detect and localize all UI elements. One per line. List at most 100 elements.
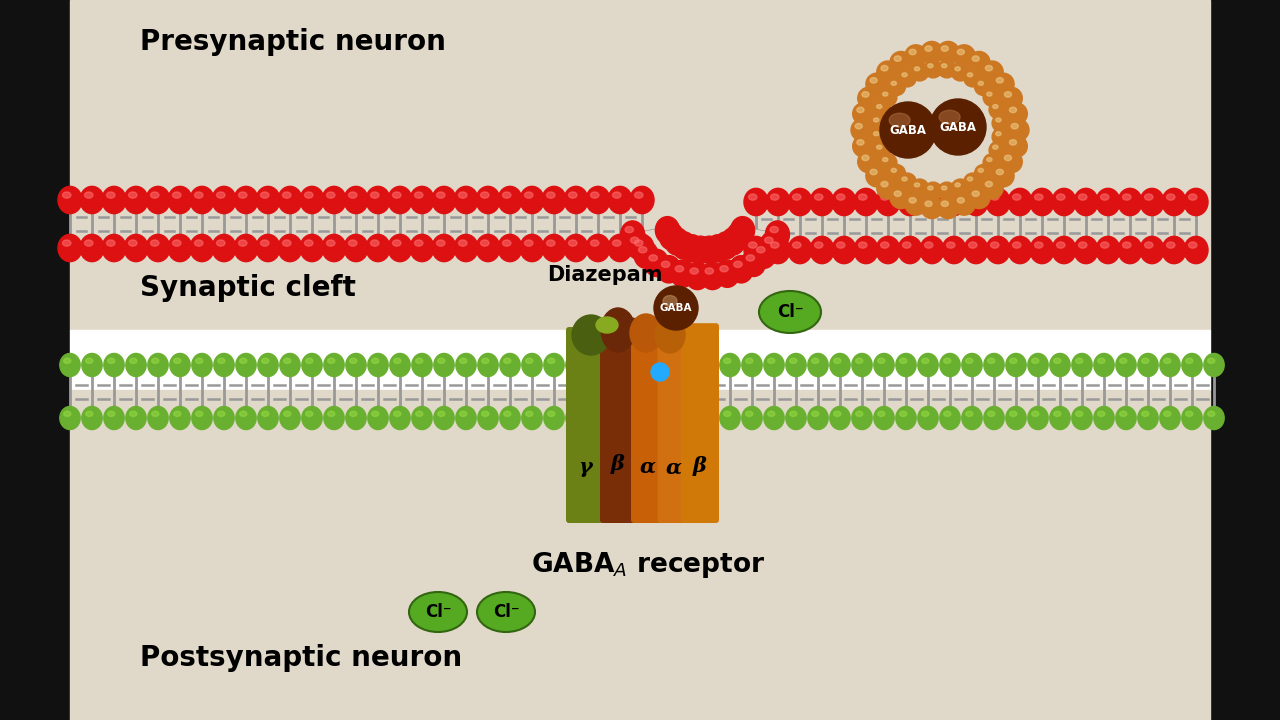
Ellipse shape [104,354,124,377]
Ellipse shape [1052,189,1076,216]
Ellipse shape [60,354,81,377]
Ellipse shape [940,354,960,377]
Ellipse shape [943,358,951,364]
Ellipse shape [196,358,202,364]
Ellipse shape [895,56,901,61]
Ellipse shape [964,189,988,216]
Ellipse shape [765,221,790,248]
Ellipse shape [609,407,630,430]
Ellipse shape [987,158,992,161]
Ellipse shape [522,354,543,377]
Ellipse shape [671,260,695,287]
Ellipse shape [499,354,520,377]
Ellipse shape [969,194,977,200]
Circle shape [989,141,1007,159]
Ellipse shape [961,407,982,430]
Ellipse shape [214,354,234,377]
Ellipse shape [870,78,877,83]
Circle shape [954,193,975,215]
Ellipse shape [410,234,434,261]
Ellipse shape [1030,189,1053,216]
Circle shape [873,141,891,159]
Ellipse shape [924,194,933,200]
Ellipse shape [326,192,335,198]
Circle shape [877,177,899,199]
Ellipse shape [608,234,632,261]
Ellipse shape [456,407,476,430]
Ellipse shape [609,354,630,377]
Ellipse shape [568,192,577,198]
Circle shape [852,135,874,157]
Ellipse shape [280,407,301,430]
Text: GABA: GABA [940,120,977,133]
Ellipse shape [924,242,933,248]
Circle shape [931,99,986,155]
Ellipse shape [986,189,1010,216]
Ellipse shape [564,186,588,214]
Ellipse shape [978,81,983,86]
Ellipse shape [988,411,995,416]
Ellipse shape [1189,242,1197,248]
Ellipse shape [480,192,489,198]
Ellipse shape [86,411,93,416]
Ellipse shape [189,234,214,261]
Ellipse shape [547,240,556,246]
Ellipse shape [756,247,765,253]
Ellipse shape [192,407,212,430]
Ellipse shape [238,240,247,246]
Ellipse shape [920,236,945,264]
Ellipse shape [632,354,653,377]
Ellipse shape [1185,411,1193,416]
Ellipse shape [723,358,731,364]
Ellipse shape [348,192,357,198]
Ellipse shape [1185,358,1193,364]
Ellipse shape [1203,407,1224,430]
Ellipse shape [788,236,812,264]
Ellipse shape [548,358,554,364]
Ellipse shape [566,354,586,377]
Circle shape [865,165,888,187]
Circle shape [910,179,929,197]
Ellipse shape [701,411,709,416]
Ellipse shape [64,411,70,416]
Ellipse shape [741,249,765,276]
Ellipse shape [719,354,740,377]
Ellipse shape [730,256,753,283]
Ellipse shape [986,236,1010,264]
Circle shape [879,102,936,158]
Ellipse shape [873,118,879,122]
Ellipse shape [1006,354,1027,377]
Ellipse shape [596,317,618,333]
Circle shape [887,78,905,96]
Ellipse shape [1079,194,1087,200]
Ellipse shape [591,358,599,364]
Ellipse shape [480,240,489,246]
Ellipse shape [876,189,900,216]
Ellipse shape [1053,358,1061,364]
Ellipse shape [914,183,920,187]
Ellipse shape [902,73,908,77]
Circle shape [870,114,888,132]
Ellipse shape [1144,242,1153,248]
Ellipse shape [168,186,192,214]
Ellipse shape [655,217,680,244]
Ellipse shape [234,234,259,261]
Ellipse shape [1096,189,1120,216]
Circle shape [1000,150,1023,173]
Ellipse shape [988,358,995,364]
Ellipse shape [749,194,756,200]
Ellipse shape [588,354,608,377]
Ellipse shape [323,186,346,214]
Text: γ: γ [579,456,591,477]
Ellipse shape [394,358,401,364]
Circle shape [968,186,989,209]
Ellipse shape [764,407,785,430]
Ellipse shape [941,201,948,207]
Ellipse shape [1050,407,1070,430]
FancyBboxPatch shape [658,330,690,523]
Ellipse shape [261,411,269,416]
Circle shape [992,73,1014,95]
Ellipse shape [256,234,280,261]
Ellipse shape [436,240,445,246]
Ellipse shape [644,249,668,276]
